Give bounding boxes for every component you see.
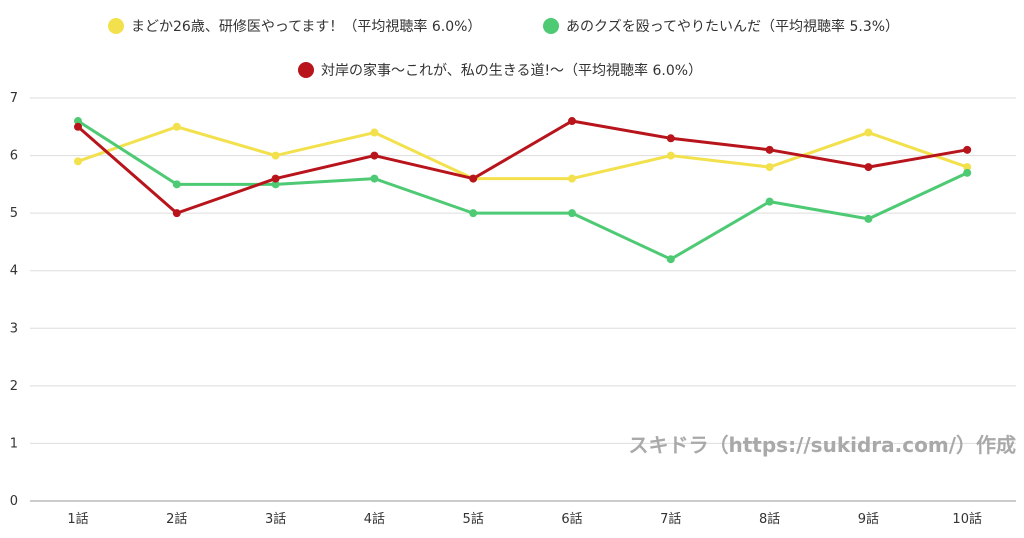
x-tick-label: 2話 xyxy=(166,511,187,527)
legend-swatch xyxy=(108,18,124,34)
legend-item: あのクズを殴ってやりたいんだ（平均視聴率 5.3%） xyxy=(543,18,899,35)
data-point xyxy=(666,134,675,143)
series-line xyxy=(76,125,969,181)
data-point xyxy=(74,117,82,126)
x-tick-label: 8話 xyxy=(759,511,780,527)
data-point xyxy=(864,214,873,223)
watermark-text: スキドラ（https://sukidra.com/）作成 xyxy=(629,433,1017,457)
x-tick-label: 7話 xyxy=(660,511,681,527)
data-point xyxy=(172,209,181,218)
y-axis: 0 1 2 3 4 5 6 7 xyxy=(10,91,18,509)
y-tick-label: 6 xyxy=(10,149,18,164)
legend-swatch xyxy=(543,18,559,34)
data-point xyxy=(568,209,576,218)
x-tick-label: 3話 xyxy=(265,511,286,527)
series-3 xyxy=(74,117,972,218)
data-point xyxy=(172,180,181,189)
data-point xyxy=(74,122,82,131)
data-point xyxy=(765,145,774,154)
data-point xyxy=(864,163,873,172)
data-point xyxy=(568,117,576,126)
data-point xyxy=(469,174,478,183)
data-point xyxy=(370,151,379,160)
data-point xyxy=(370,128,379,137)
x-tick-label: 1話 xyxy=(67,511,88,527)
data-point xyxy=(963,168,972,177)
data-point xyxy=(765,163,774,172)
series-line xyxy=(76,119,969,261)
x-tick-label: 6話 xyxy=(561,511,582,527)
series-1 xyxy=(74,122,972,183)
data-point xyxy=(864,128,873,137)
y-tick-label: 5 xyxy=(10,206,18,221)
x-tick-label: 9話 xyxy=(858,511,879,527)
x-tick-label: 5話 xyxy=(463,511,484,527)
x-axis: 1話 2話 3話 4話 5話 6話 7話 8話 9話 10話 xyxy=(67,511,982,527)
data-point xyxy=(469,209,478,218)
series-line xyxy=(76,119,969,215)
data-point xyxy=(666,151,675,160)
legend: まどか26歳、研修医やってます！（平均視聴率 6.0%） あのクズを殴ってやりたい… xyxy=(108,18,899,79)
data-point xyxy=(370,174,379,183)
series-group xyxy=(74,117,972,264)
data-point xyxy=(963,163,972,172)
legend-label: 対岸の家事〜これが、私の生きる道!〜（平均視聴率 6.0%） xyxy=(321,62,702,79)
x-tick-label: 10話 xyxy=(952,511,982,527)
data-point xyxy=(271,151,280,160)
y-tick-label: 0 xyxy=(10,494,18,509)
y-tick-label: 7 xyxy=(10,91,18,106)
series-2 xyxy=(74,117,972,264)
y-tick-label: 1 xyxy=(10,436,18,451)
legend-label: まどか26歳、研修医やってます！（平均視聴率 6.0%） xyxy=(131,18,481,35)
legend-label: あのクズを殴ってやりたいんだ（平均視聴率 5.3%） xyxy=(566,18,899,35)
y-tick-label: 3 xyxy=(10,321,18,336)
x-tick-label: 4話 xyxy=(364,511,385,527)
y-tick-label: 4 xyxy=(10,264,18,279)
legend-swatch xyxy=(298,62,314,78)
data-point xyxy=(963,145,972,154)
legend-item: まどか26歳、研修医やってます！（平均視聴率 6.0%） xyxy=(108,18,481,35)
data-point xyxy=(666,255,675,264)
data-point xyxy=(172,122,181,131)
data-point xyxy=(765,197,774,206)
data-point xyxy=(271,180,280,189)
y-tick-label: 2 xyxy=(10,379,18,394)
data-point xyxy=(74,157,82,166)
legend-item: 対岸の家事〜これが、私の生きる道!〜（平均視聴率 6.0%） xyxy=(298,62,702,79)
data-point xyxy=(271,174,280,183)
data-point xyxy=(568,174,576,183)
